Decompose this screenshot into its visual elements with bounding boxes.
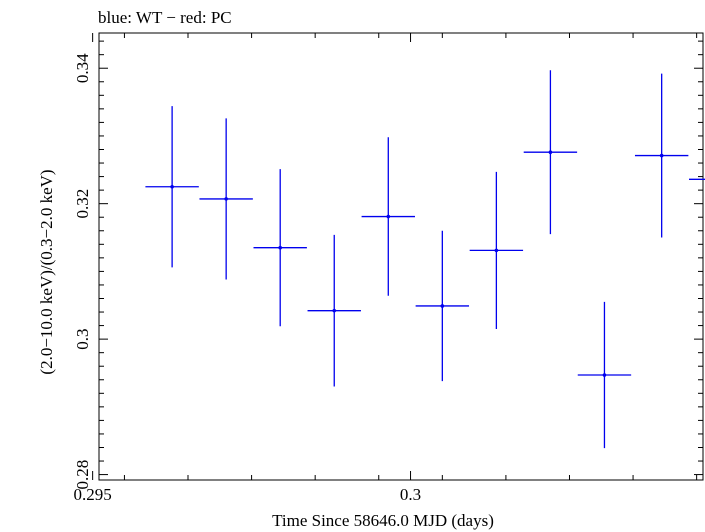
data-point	[415, 230, 470, 382]
x-tick-label: 0.3	[400, 485, 421, 504]
data-layer	[145, 70, 705, 449]
plot-frame	[98, 32, 704, 481]
point-marker	[332, 308, 337, 313]
data-point	[689, 178, 705, 180]
point-marker	[659, 153, 664, 158]
y-axis-label: (2.0−10.0 keV)/(0.3−2.0 keV)	[37, 169, 56, 374]
data-point	[577, 301, 632, 449]
y-tick-label: 0.32	[73, 189, 92, 219]
data-point	[199, 118, 253, 280]
y-tick-label: 0.28	[73, 460, 92, 490]
x-axis-label: Time Since 58646.0 MJD (days)	[272, 511, 494, 530]
y-axis: 0.28 0.3 0.32 0.34	[73, 40, 703, 490]
data-point	[145, 106, 199, 268]
point-marker	[170, 184, 174, 189]
y-tick-label: 0.34	[73, 53, 92, 83]
point-marker	[224, 197, 228, 201]
data-point	[307, 234, 361, 387]
data-point	[361, 137, 415, 296]
chart-title: blue: WT − red: PC	[98, 8, 232, 27]
data-point	[523, 70, 578, 235]
data-point	[253, 169, 307, 327]
data-point	[469, 171, 524, 329]
point-marker	[548, 150, 553, 154]
point-marker	[602, 373, 607, 377]
point-marker	[386, 214, 391, 219]
data-point	[634, 73, 689, 238]
point-marker	[278, 245, 283, 250]
y-tick-label: 0.3	[73, 329, 92, 350]
point-marker	[494, 248, 499, 253]
x-tick-label: 0.295	[74, 485, 112, 504]
point-marker	[440, 304, 445, 308]
